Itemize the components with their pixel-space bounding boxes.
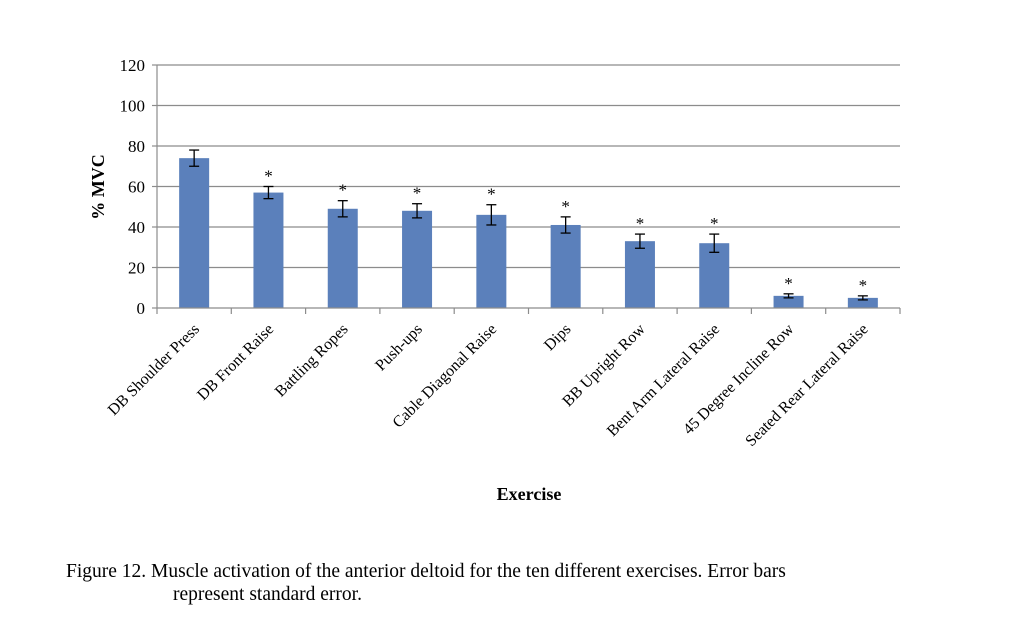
y-axis-label: % MVC xyxy=(88,154,108,220)
error-bar xyxy=(412,203,423,219)
error-bar xyxy=(560,216,571,234)
bars: * * * * * * * * * xyxy=(179,149,878,308)
y-tick-label: 20 xyxy=(128,259,145,278)
bar xyxy=(253,192,284,308)
error-bar xyxy=(337,200,348,218)
error-bar xyxy=(263,185,274,200)
y-tick-label: 120 xyxy=(120,56,146,75)
significance-marker: * xyxy=(636,214,645,233)
error-bar xyxy=(486,204,497,226)
significance-marker: * xyxy=(859,276,868,295)
y-tick-label: 80 xyxy=(128,137,145,156)
significance-marker: * xyxy=(487,185,496,204)
y-tick-label: 60 xyxy=(128,178,145,197)
significance-marker: * xyxy=(339,181,348,200)
x-axis-label: Exercise xyxy=(497,484,562,504)
bar xyxy=(624,241,655,308)
error-bar xyxy=(857,295,868,301)
x-tick-label: Battling Ropes xyxy=(272,321,352,401)
bar xyxy=(179,158,210,308)
error-bar xyxy=(783,293,794,299)
bar xyxy=(847,297,878,308)
significance-marker: * xyxy=(413,184,422,203)
bar xyxy=(327,208,358,308)
error-bar xyxy=(634,233,645,249)
x-tick-label: Push-ups xyxy=(372,321,426,375)
figure-caption: Figure 12. Muscle activation of the ante… xyxy=(66,560,966,606)
y-tick-labels: 0 20 40 60 80 100 120 xyxy=(120,56,157,318)
bar xyxy=(699,243,730,308)
bar xyxy=(550,224,581,308)
chart: 0 20 40 60 80 100 120 * * * * * * * * * DB Shoulder Pr… xyxy=(88,56,901,504)
error-bar xyxy=(189,149,200,167)
x-tick-label: DB Front Raise xyxy=(194,321,277,404)
significance-marker: * xyxy=(264,167,273,186)
y-tick-label: 0 xyxy=(137,299,146,318)
bar xyxy=(402,210,433,308)
x-tick-label: Dips xyxy=(541,321,574,354)
bar xyxy=(773,295,804,308)
caption-line-2: represent standard error. xyxy=(173,584,362,605)
y-tick-label: 40 xyxy=(128,218,145,237)
x-tick-label: DB Shoulder Press xyxy=(105,321,203,419)
bar xyxy=(476,214,507,308)
significance-marker: * xyxy=(710,214,719,233)
error-bar xyxy=(709,233,720,253)
significance-marker: * xyxy=(561,197,570,216)
significance-marker: * xyxy=(784,274,793,293)
caption-line-1: Figure 12. Muscle activation of the ante… xyxy=(66,561,786,582)
x-tick-label: Seated Rear Lateral Raise xyxy=(742,321,871,450)
y-tick-label: 100 xyxy=(120,97,146,116)
